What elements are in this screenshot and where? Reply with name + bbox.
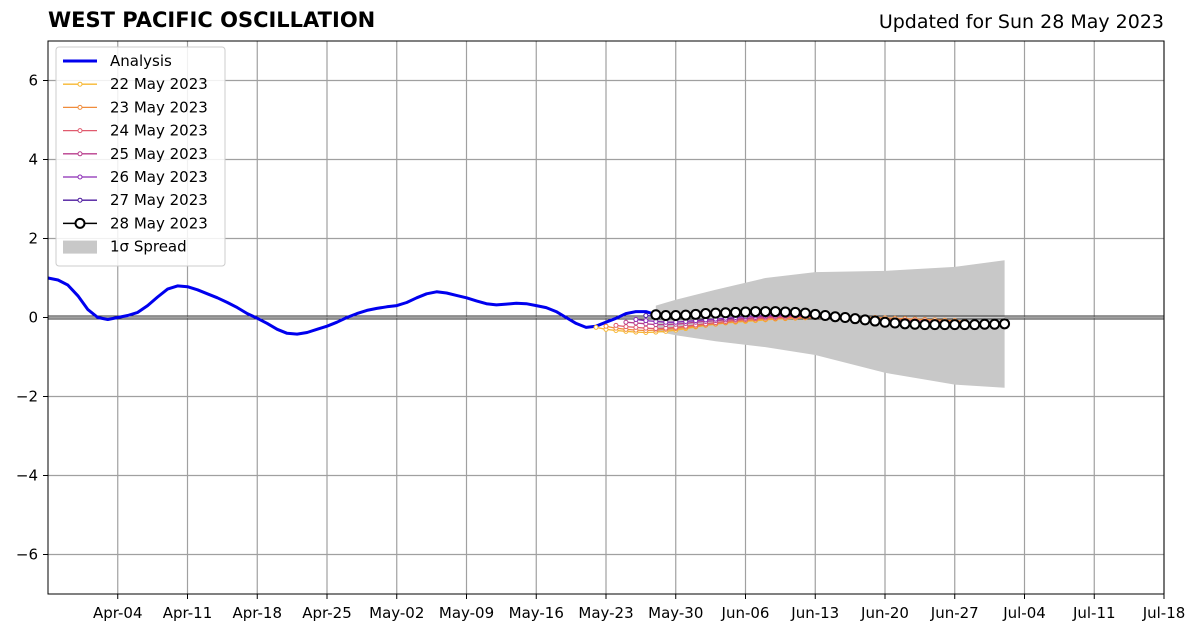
legend-label: 27 May 2023 [110,191,208,209]
forecast-circle-point [720,307,732,319]
forecast-circle-point [889,317,901,329]
forecast-circle-point [909,318,921,330]
x-tick-label: May-02 [369,604,424,622]
x-tick-label: Apr-18 [233,604,283,622]
forecast-point [633,324,639,330]
forecast-point [643,313,649,319]
legend-swatch [63,240,97,254]
forecast-circle-point [919,319,931,331]
forecast-circle-point [819,310,831,322]
x-tick-label: Apr-04 [93,604,143,622]
forecast-circle-point [899,318,911,330]
x-tick-label: May-16 [509,604,564,622]
x-tick-label: Jun-06 [721,604,770,622]
legend-label: 26 May 2023 [110,168,208,186]
forecast-circle-point [749,306,761,318]
forecast-circle-point [710,307,722,319]
forecast-circle-point [769,306,781,318]
forecast-circle-point [759,306,771,318]
legend-label: 24 May 2023 [110,122,208,140]
updated-date: Updated for Sun 28 May 2023 [878,11,1164,33]
x-tick-label: Jun-13 [790,604,839,622]
legend-label: 28 May 2023 [110,214,208,232]
y-tick-label: −2 [16,388,38,406]
spread-band-layer [655,260,1005,388]
chart-title: WEST PACIFIC OSCILLATION [48,8,376,32]
forecast-circle-point [799,307,811,319]
x-tick-label: May-23 [578,604,633,622]
forecast-circle-point [740,306,751,318]
forecast-circle-point [730,306,742,318]
legend-marker [77,174,83,180]
x-tick-label: May-30 [648,604,703,622]
x-tick-label: Jun-20 [860,604,909,622]
legend-label: 25 May 2023 [110,145,208,163]
x-tick-label: Jun-27 [930,604,979,622]
x-tick-label: Apr-25 [302,604,352,622]
legend-marker [74,217,86,229]
forecast-circle-point [700,308,712,320]
forecast-circle-point [959,319,971,331]
forecast-point [653,326,659,332]
y-tick-label: 2 [28,230,38,248]
forecast-circle-point [969,319,981,331]
legend-label: 22 May 2023 [110,75,208,93]
legend-marker [77,81,83,87]
forecast-circle-point [869,315,881,327]
forecast-point [623,319,629,325]
forecast-point [593,324,599,330]
forecast-circle-point [670,310,682,322]
forecast-point [613,322,619,328]
legend: Analysis 22 May 2023 23 May 2023 24 May 202… [55,46,226,267]
plot-frame [47,40,1165,595]
forecast-point [643,318,649,324]
forecast-circle-point [680,309,692,321]
forecast-point [623,324,629,330]
forecast-circle-point [999,318,1011,330]
forecast-circle-point [849,313,861,325]
forecast-circle-point [690,308,702,320]
x-tick-label: Jul-18 [1142,604,1186,622]
forecast-point [633,316,639,322]
legend-marker [77,128,83,134]
x-tick-label: May-09 [439,604,494,622]
y-tick-label: 6 [28,72,38,90]
forecast-circle-point [949,319,961,331]
legend-marker [77,151,83,157]
spread-band [655,260,1005,388]
forecast-circle-point [989,318,1001,330]
forecast-circle-point [829,311,841,323]
series-layer [47,276,1011,336]
legend-marker [77,104,83,110]
axes-layer: Apr-04 Apr-11 Apr-18 Apr-25 May-02 May-09 May-… [16,40,1186,622]
forecast-circle-point [650,309,662,321]
legend-marker [77,197,83,203]
forecast-circle-point [839,312,851,323]
legend-label: 1σ Spread [110,238,187,256]
zero-line-layer [48,315,1164,320]
x-tick-label: Jul-04 [1002,604,1046,622]
forecast-circle-point [979,318,991,330]
forecast-circle-point [939,319,951,331]
legend-label: Analysis [110,52,172,70]
y-tick-label: −4 [16,467,38,485]
x-tick-label: Apr-11 [163,604,213,622]
forecast-circle-point [879,316,891,328]
forecast-circle-point [859,314,871,326]
y-tick-label: 4 [28,151,38,169]
x-tick-label: Jul-11 [1072,604,1116,622]
forecast-circle-point [660,310,672,322]
y-tick-label: 0 [28,309,38,327]
forecast-circle-point [929,319,941,331]
analysis-line [47,276,657,336]
forecast-point [643,325,649,331]
forecast-circle-point [779,306,791,318]
legend-box [55,46,226,267]
y-tick-label: −6 [16,546,38,564]
forecast-point [603,323,609,329]
forecast-circle-point [809,308,821,320]
forecast-circle-point [789,306,801,318]
legend-label: 23 May 2023 [110,98,208,116]
